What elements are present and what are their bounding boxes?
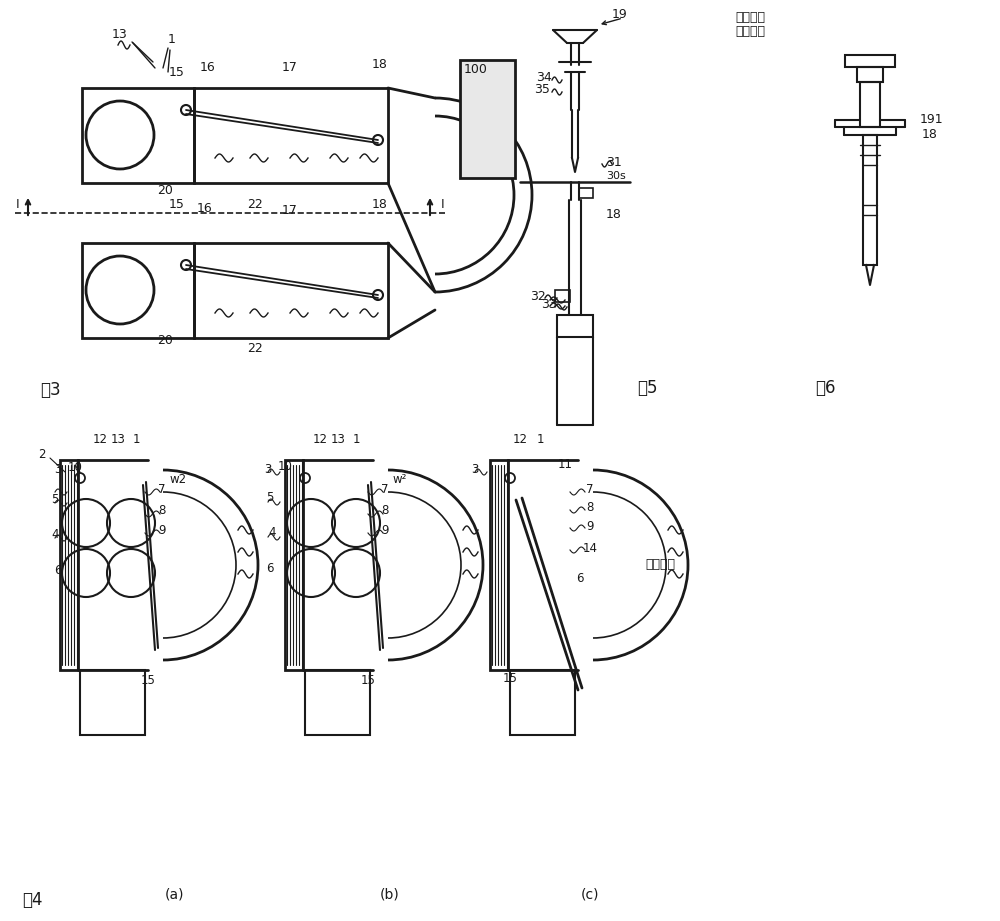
Text: 空气孔口: 空气孔口 [735,26,765,39]
Text: 18: 18 [606,208,622,221]
Text: 20: 20 [157,333,173,346]
Bar [305,670,370,735]
Text: 12: 12 [92,434,108,447]
Bar [490,460,508,670]
Bar [194,243,388,338]
Text: 19: 19 [612,8,628,21]
Bar [80,670,145,735]
Text: 16: 16 [197,202,213,215]
Text: 12: 12 [512,434,528,447]
Text: 5: 5 [51,494,59,507]
Text: 13: 13 [112,29,128,41]
Text: 4: 4 [51,529,59,542]
Text: 3: 3 [264,463,272,476]
Text: 15: 15 [169,66,185,79]
Text: 1: 1 [536,434,544,447]
Bar [460,60,515,178]
Text: 22: 22 [247,342,263,355]
Text: 14: 14 [582,542,598,554]
Text: 13: 13 [331,434,345,447]
Text: 34: 34 [536,72,552,85]
Text: 图5: 图5 [637,379,658,397]
Text: 191: 191 [920,113,944,126]
Text: 6: 6 [576,572,584,585]
Text: 13: 13 [111,434,125,447]
Text: (c): (c) [581,888,599,902]
Text: 15: 15 [503,671,517,684]
Text: 3: 3 [471,463,479,476]
Text: I: I [441,199,445,212]
Text: 10: 10 [278,460,292,473]
Bar [82,88,194,183]
Bar [845,55,895,67]
Text: 18: 18 [922,129,938,142]
Text: 9: 9 [158,523,166,537]
Text: 17: 17 [282,62,298,75]
Text: 2: 2 [38,449,46,461]
Text: (b): (b) [380,888,400,902]
Text: 8: 8 [586,502,594,515]
Text: 替换空气: 替换空气 [645,558,675,572]
Bar [285,460,303,670]
Text: 1: 1 [352,434,360,447]
Text: 1: 1 [168,33,176,46]
Text: 20: 20 [157,183,173,196]
Bar [60,460,78,670]
Bar [863,135,877,265]
Text: 1: 1 [132,434,140,447]
Text: 4: 4 [268,527,276,540]
Text: 18: 18 [372,199,388,212]
Text: 100: 100 [464,64,488,76]
Text: 9: 9 [586,520,594,533]
Text: 图3: 图3 [40,381,61,399]
Text: 5: 5 [266,492,274,505]
Text: I: I [16,199,20,212]
Text: 33: 33 [541,298,557,311]
Text: 31: 31 [606,156,622,169]
Text: 6: 6 [266,562,274,575]
Text: w2: w2 [169,473,187,486]
Text: 22: 22 [247,199,263,212]
Text: 35: 35 [534,84,550,97]
Text: 7: 7 [586,484,594,496]
Text: 7: 7 [158,484,166,496]
Bar [555,290,570,302]
Text: 图4: 图4 [22,891,42,909]
Text: 18: 18 [372,59,388,72]
Bar [857,67,883,82]
Text: 8: 8 [158,504,166,517]
Text: 8: 8 [381,504,389,517]
Text: 图6: 图6 [815,379,836,397]
Text: 32: 32 [530,289,546,302]
Text: 7: 7 [381,484,389,496]
Text: (a): (a) [165,888,185,902]
Text: w²: w² [393,473,407,486]
Text: 15: 15 [169,199,185,212]
Bar [82,243,194,338]
Text: 11: 11 [558,459,572,472]
Text: 15: 15 [141,673,155,686]
Text: 15: 15 [361,673,375,686]
Bar [557,315,593,337]
Text: 3: 3 [54,463,62,476]
Bar [194,88,388,183]
Text: 外部替换: 外部替换 [735,11,765,25]
Bar [510,670,575,735]
Bar [579,188,593,198]
Text: 9: 9 [381,523,389,537]
Text: 10: 10 [68,461,82,474]
Text: 17: 17 [282,204,298,216]
Text: 12: 12 [312,434,328,447]
Bar [860,82,880,127]
Text: 6: 6 [54,564,62,577]
Text: 30s: 30s [606,171,626,181]
Text: 16: 16 [200,62,216,75]
